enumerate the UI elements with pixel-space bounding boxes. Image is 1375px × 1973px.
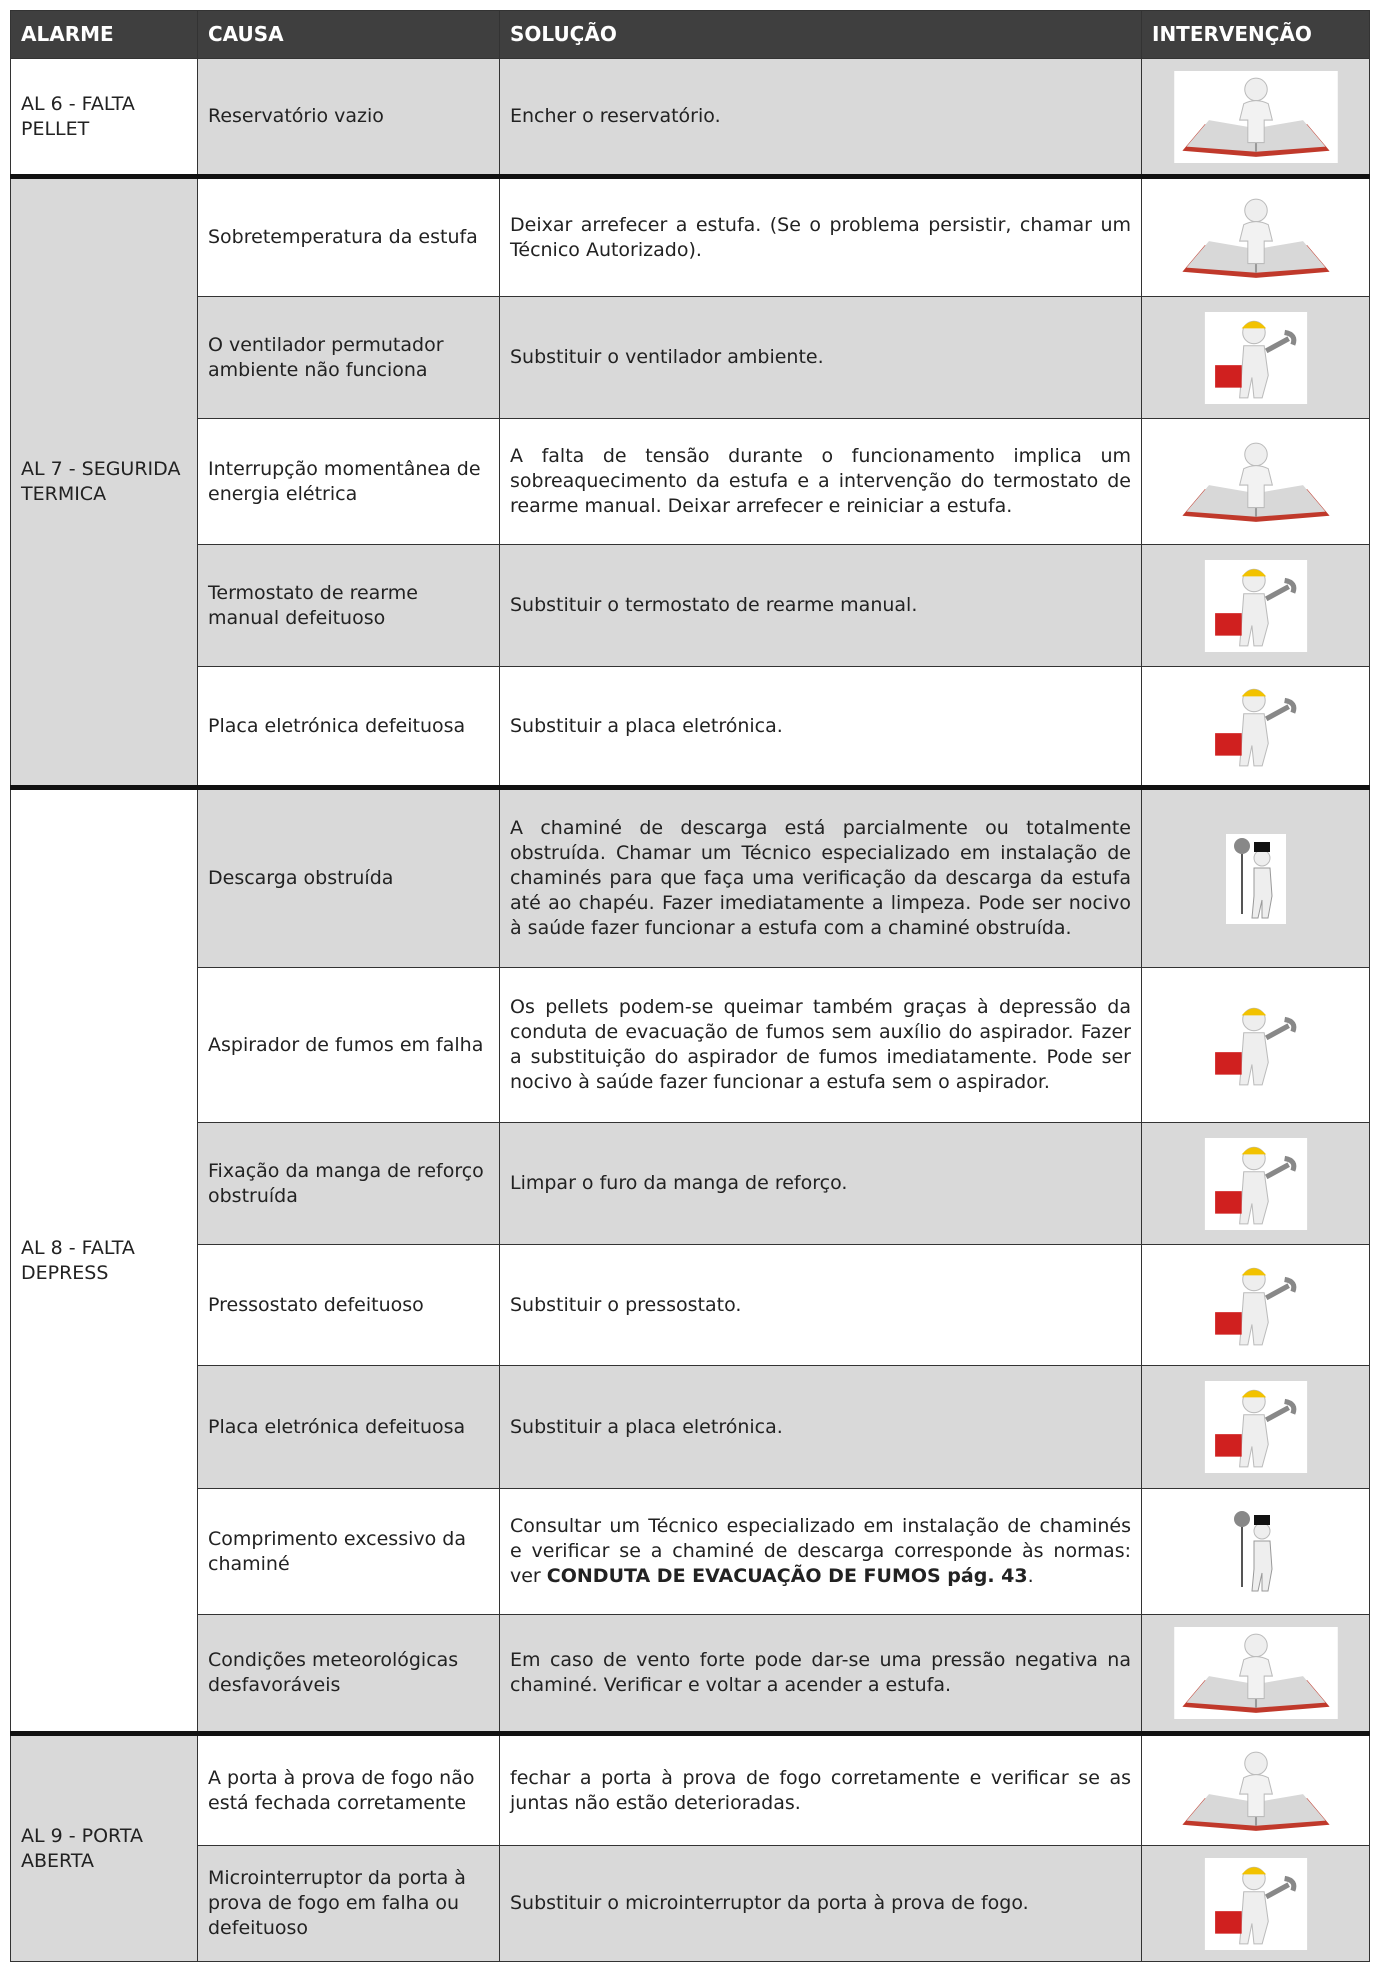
solution: Substituir o pressostato. [499,1244,1142,1366]
intervention [1141,174,1370,297]
row: AL 9 - PORTA ABERTA A porta à prova de fo… [10,1731,1370,1962]
intervention [1141,1614,1370,1734]
intervention [1141,1731,1370,1846]
alarm-table: ALARME CAUSA SOLUÇÃO INTERVENÇÃO AL 6 - FAL… [10,10,1370,1962]
cause: Placa eletrónica defeituosa [197,1365,500,1489]
row: Fixação da manga de reforço obstruída Lim… [11,1122,1370,1245]
tech-icon [1203,680,1309,772]
solution: Substituir o termostato de rearme manual… [499,544,1142,667]
solution-reference: CONDUTA DE EVACUAÇÃO DE FUMOS pág. 43 [546,1565,1028,1587]
row: Aspirador de fumos em falha Os pellets po… [11,967,1370,1123]
header-cell: SOLUÇÃO [499,10,1142,59]
header-cell: CAUSA [197,10,500,59]
cause: Placa eletrónica defeituosa [197,666,500,788]
solution: fechar a porta à prova de fogo corretame… [499,1731,1142,1846]
alarm: AL 6 - FALTA PELLET [10,58,198,177]
intervention [1141,296,1370,419]
header-cell: INTERVENÇÃO [1141,10,1370,59]
solution: A chaminé de descarga está parcialmente … [499,785,1142,968]
cause: Interrupção momentânea de energia elétri… [197,418,500,545]
solution: Os pellets podem-se queimar também graça… [499,967,1142,1123]
cause: Descarga obstruída [197,785,500,968]
row: AL 6 - FALTA PELLET Reservatório vazio Enc… [10,58,1370,177]
cause: Condições meteorológicas desfavoráveis [197,1614,500,1734]
cause: Fixação da manga de reforço obstruída [197,1122,500,1245]
row: Pressostato defeituoso Substituir o press… [11,1244,1370,1366]
alarm: AL 8 - FALTA DEPRESS [10,785,198,1734]
solution: Consultar um Técnico especializado em in… [499,1488,1142,1615]
cause: Pressostato defeituoso [197,1244,500,1366]
solution: Substituir a placa eletrónica. [499,666,1142,788]
tech-icon [1203,312,1309,404]
tech-icon [1203,1259,1309,1351]
solution: Encher o reservatório. [499,58,1142,177]
intervention [1141,1244,1370,1366]
intervention [1141,58,1370,177]
row: Interrupção momentânea de energia elétri… [11,418,1370,545]
row: Placa eletrónica defeituosa Substituir a … [11,666,1370,788]
book-icon [1172,1745,1340,1837]
tech-icon [1203,1381,1309,1473]
sweep-icon [1226,833,1286,925]
tech-icon [1203,1858,1309,1950]
row: Placa eletrónica defeituosa Substituir a … [11,1365,1370,1489]
cause: Reservatório vazio [197,58,500,177]
book-icon [1172,192,1340,284]
cause: Comprimento excessivo da chaminé [197,1488,500,1615]
intervention [1141,1845,1370,1962]
solution: Substituir a placa eletrónica. [499,1365,1142,1489]
intervention [1141,666,1370,788]
book-icon [1172,71,1340,163]
row: AL 8 - FALTA DEPRESS Descarga obstruída A … [10,785,1370,1734]
book-icon [1172,436,1340,528]
tech-icon [1203,999,1309,1091]
intervention [1141,1122,1370,1245]
header-row: ALARME CAUSA SOLUÇÃO INTERVENÇÃO [10,10,1370,59]
intervention [1141,967,1370,1123]
alarm: AL 9 - PORTA ABERTA [10,1731,198,1962]
row: Microinterruptor da porta à prova de fog… [11,1845,1370,1962]
row: O ventilador permutador ambiente não fun… [11,296,1370,419]
tech-icon [1203,1138,1309,1230]
cause: Termostato de rearme manual defeituoso [197,544,500,667]
row: Condições meteorológicas desfavoráveis Em… [11,1614,1370,1734]
alarm: AL 7 - SEGURIDA TERMICA [10,174,198,788]
cause: O ventilador permutador ambiente não fun… [197,296,500,419]
solution-text: . [1027,1565,1034,1587]
sweep-icon [1226,1506,1286,1598]
cause: A porta à prova de fogo não está fechada… [197,1731,500,1846]
solution: Substituir o ventilador ambiente. [499,296,1142,419]
solution: Deixar arrefecer a estufa. (Se o problem… [499,174,1142,297]
solution: Em caso de vento forte pode dar-se uma p… [499,1614,1142,1734]
row: Comprimento excessivo da chaminé Consulta… [11,1488,1370,1615]
cause: Aspirador de fumos em falha [197,967,500,1123]
header-cell: ALARME [10,10,198,59]
intervention [1141,1488,1370,1615]
intervention [1141,785,1370,968]
tech-icon [1203,560,1309,652]
solution-text: Consultar um Técnico especializado em in… [510,1515,1131,1587]
intervention [1141,544,1370,667]
cause: Microinterruptor da porta à prova de fog… [197,1845,500,1962]
cause: Sobretemperatura da estufa [197,174,500,297]
row: Termostato de rearme manual defeituoso Su… [11,544,1370,667]
book-icon [1172,1627,1340,1719]
intervention [1141,1365,1370,1489]
solution: Limpar o furo da manga de reforço. [499,1122,1142,1245]
solution: Substituir o microinterruptor da porta à… [499,1845,1142,1962]
intervention [1141,418,1370,545]
row: AL 7 - SEGURIDA TERMICA Sobretemperatura … [10,174,1370,788]
solution: A falta de tensão durante o funcionament… [499,418,1142,545]
